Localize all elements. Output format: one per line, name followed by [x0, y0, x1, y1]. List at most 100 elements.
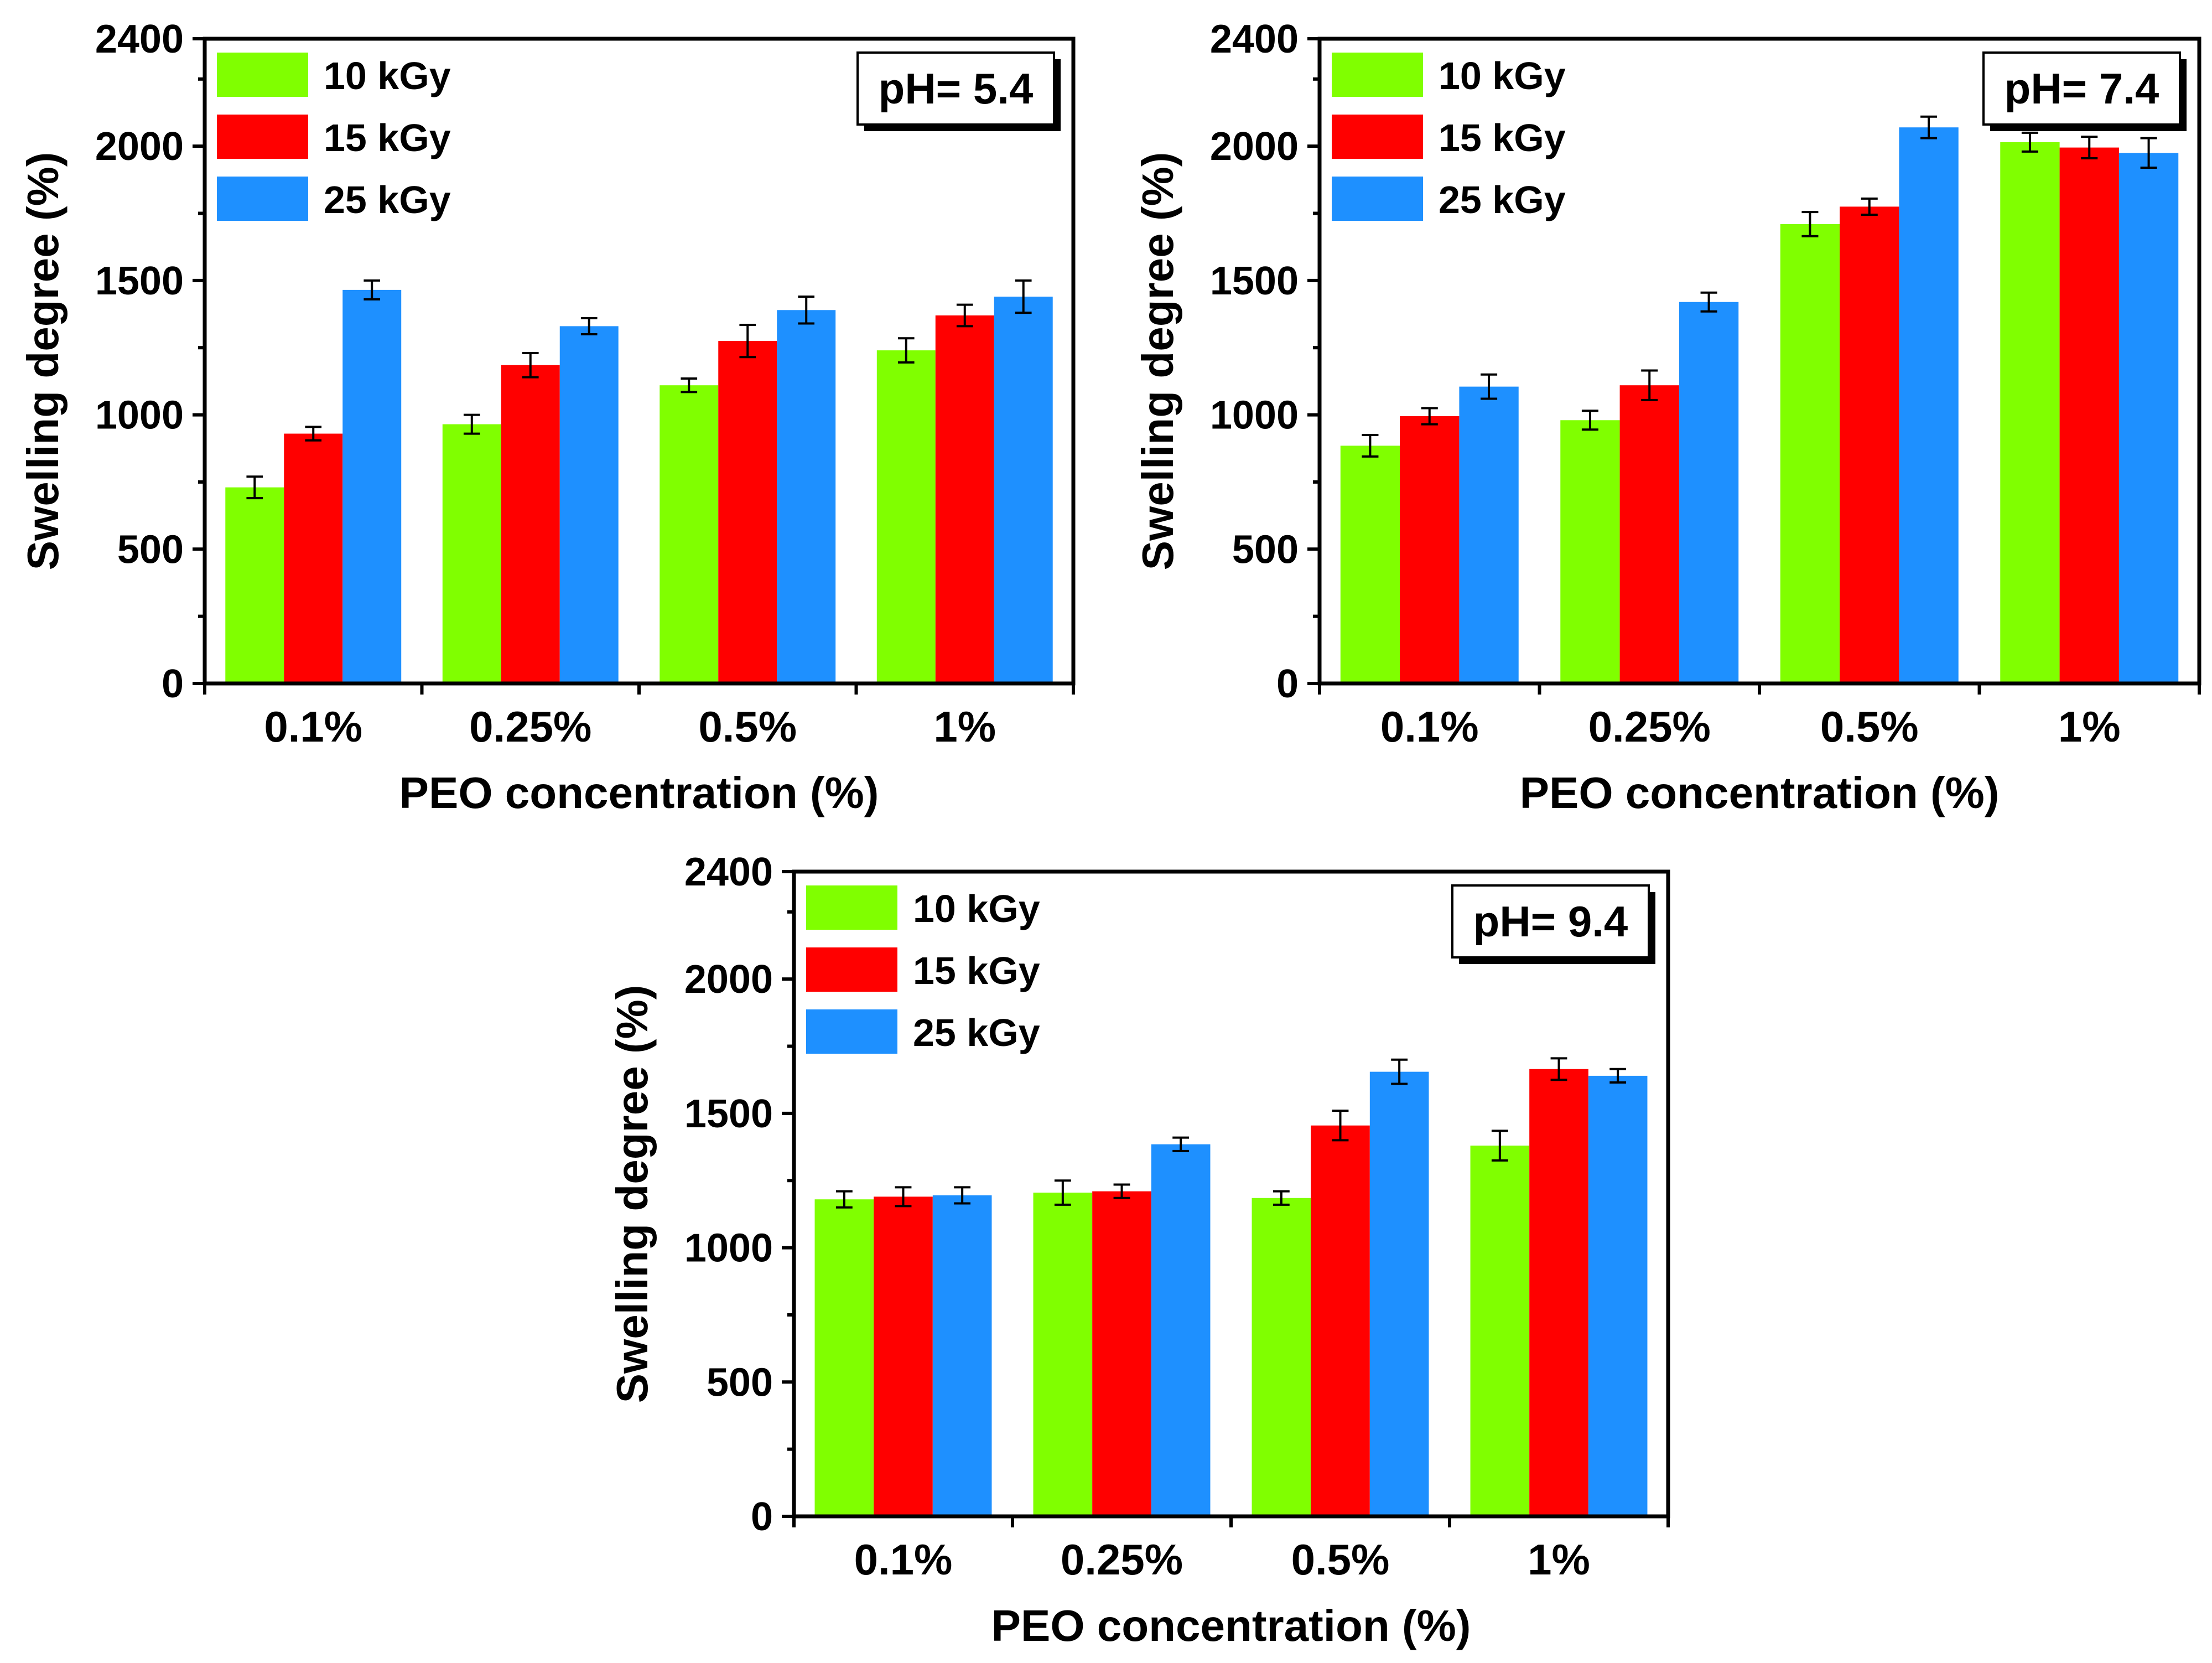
annotation-box: [856, 51, 1055, 126]
x-axis-title: PEO concentration (%): [1520, 768, 2000, 817]
x-category-label: 0.25%: [469, 702, 591, 751]
bar-25-kgy-1pct: [1588, 1075, 1648, 1516]
y-tick-label: 1500: [684, 1092, 773, 1136]
ph-annotation: pH= 5.4: [879, 64, 1034, 113]
bar-10-kgy-0.1pct: [1340, 445, 1400, 683]
bar-25-kgy-0.25pct: [1151, 1144, 1211, 1516]
bar-10-kgy-1pct: [1470, 1146, 1530, 1516]
y-tick-label: 2400: [95, 17, 184, 61]
x-category-label: 0.5%: [1820, 702, 1919, 751]
x-category-label: 1%: [1528, 1535, 1590, 1584]
legend-label-3: 25 kGy: [1439, 178, 1566, 221]
bar-10-kgy-0.25pct: [1033, 1193, 1093, 1516]
bar-15-kgy-0.5pct: [1840, 206, 1899, 684]
bar-10-kgy-0.5pct: [1252, 1198, 1311, 1516]
bar-25-kgy-0.1pct: [1459, 386, 1519, 683]
bar-15-kgy-0.5pct: [718, 341, 777, 683]
bar-10-kgy-0.25pct: [1560, 420, 1620, 683]
legend-label-3: 25 kGy: [324, 178, 451, 221]
bar-10-kgy-0.5pct: [660, 385, 719, 683]
legend-swatch-3: [217, 177, 308, 221]
ph-annotation: pH= 9.4: [1473, 897, 1628, 946]
y-tick-label: 1000: [684, 1226, 773, 1271]
legend-swatch-1: [806, 885, 897, 930]
x-category-label: 1%: [2058, 702, 2121, 751]
bar-10-kgy-0.5pct: [1780, 224, 1840, 683]
bar-15-kgy-0.5pct: [1311, 1125, 1370, 1516]
y-tick-label: 500: [117, 527, 184, 572]
chart-panel-2: 0 500 1000 1500 2000 2400 0.1% 0.25% 0.5% 1% PEO c…: [1133, 17, 2201, 817]
ph-annotation: pH= 7.4: [2005, 64, 2159, 113]
y-tick-label: 2000: [684, 957, 773, 1002]
bar-10-kgy-1pct: [2000, 142, 2060, 684]
legend-swatch-1: [217, 53, 308, 97]
bar-25-kgy-1pct: [2118, 153, 2179, 683]
x-category-label: 0.5%: [1291, 1535, 1390, 1584]
bar-15-kgy-0.1pct: [1400, 416, 1460, 683]
y-tick-label: 2400: [1210, 17, 1299, 61]
legend-label-2: 15 kGy: [324, 116, 451, 159]
bar-15-kgy-0.25pct: [1619, 385, 1679, 683]
bar-10-kgy-1pct: [876, 350, 936, 683]
annotation-box: [1982, 51, 2181, 126]
bar-25-kgy-0.1pct: [932, 1195, 992, 1516]
bar-15-kgy-1pct: [935, 315, 994, 683]
legend-swatch-2: [806, 947, 897, 992]
y-axis-title: Swelling degree (%): [18, 152, 67, 571]
bar-15-kgy-0.1pct: [284, 433, 343, 683]
legend-label-3: 25 kGy: [913, 1011, 1040, 1054]
x-axis-title: PEO concentration (%): [399, 768, 879, 817]
legend-label-1: 10 kGy: [324, 54, 451, 97]
y-axis-title: Swelling degree (%): [1133, 152, 1182, 571]
y-tick-label: 1000: [95, 393, 184, 438]
y-tick-label: 1000: [1210, 393, 1299, 438]
bar-15-kgy-1pct: [2059, 147, 2119, 683]
legend-label-1: 10 kGy: [913, 887, 1040, 930]
annotation-box: [1451, 884, 1650, 959]
y-tick-label: 2000: [95, 125, 184, 169]
bar-25-kgy-1pct: [994, 297, 1053, 683]
x-category-label: 0.1%: [1380, 702, 1479, 751]
bar-25-kgy-0.25pct: [1679, 302, 1739, 683]
legend-swatch-1: [1332, 53, 1423, 97]
x-category-label: 1%: [933, 702, 996, 751]
bar-10-kgy-0.25pct: [442, 424, 501, 683]
chart-panel-1: 0 500 1000 1500 2000 2400 0.1% 0.25% 0.5% 1% PEO c…: [18, 17, 1076, 817]
bar-25-kgy-0.5pct: [777, 310, 836, 683]
legend-label-2: 15 kGy: [1439, 116, 1566, 159]
y-tick-label: 2400: [684, 850, 773, 894]
legend-swatch-2: [217, 115, 308, 159]
y-tick-label: 0: [162, 662, 184, 706]
y-tick-label: 0: [1276, 662, 1299, 706]
y-tick-label: 1500: [95, 259, 184, 303]
y-axis-title: Swelling degree (%): [607, 985, 657, 1403]
bar-10-kgy-0.1pct: [814, 1199, 874, 1516]
bar-10-kgy-0.1pct: [225, 487, 284, 683]
bar-15-kgy-0.25pct: [1092, 1191, 1151, 1516]
x-category-label: 0.1%: [264, 702, 362, 751]
y-tick-label: 1500: [1210, 259, 1299, 303]
x-category-label: 0.5%: [698, 702, 797, 751]
y-tick-label: 500: [707, 1360, 773, 1405]
y-tick-label: 2000: [1210, 125, 1299, 169]
chart-panel-3: 0 500 1000 1500 2000 2400 0.1% 0.25% 0.5% 1% PEO c…: [607, 850, 1670, 1650]
y-tick-label: 0: [751, 1495, 773, 1539]
legend-label-1: 10 kGy: [1439, 54, 1566, 97]
x-category-label: 0.25%: [1588, 702, 1711, 751]
legend-swatch-3: [1332, 177, 1423, 221]
legend-swatch-3: [806, 1009, 897, 1054]
x-category-label: 0.25%: [1061, 1535, 1183, 1584]
bar-15-kgy-0.1pct: [874, 1196, 933, 1516]
legend-swatch-2: [1332, 115, 1423, 159]
bar-25-kgy-0.5pct: [1369, 1071, 1429, 1516]
bar-25-kgy-0.1pct: [342, 289, 402, 683]
bar-25-kgy-0.5pct: [1899, 127, 1959, 683]
bar-25-kgy-0.25pct: [559, 326, 619, 683]
y-tick-label: 500: [1232, 527, 1299, 572]
x-axis-title: PEO concentration (%): [991, 1601, 1471, 1650]
legend-label-2: 15 kGy: [913, 949, 1040, 992]
x-category-label: 0.1%: [854, 1535, 953, 1584]
bar-15-kgy-1pct: [1529, 1069, 1588, 1516]
bar-15-kgy-0.25pct: [501, 365, 560, 683]
